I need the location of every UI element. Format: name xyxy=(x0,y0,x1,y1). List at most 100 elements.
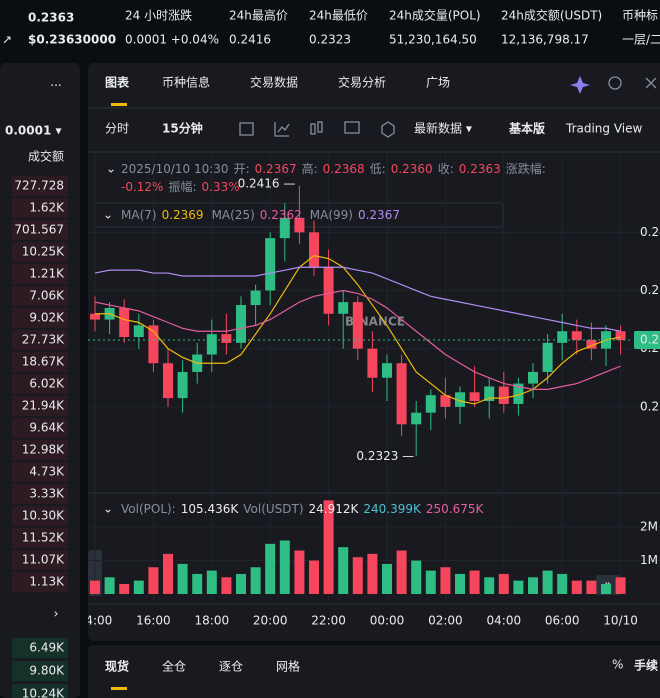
depth-bar xyxy=(12,396,68,416)
expand[interactable]: › xyxy=(54,607,59,621)
stat-value: 12,136,798.17 xyxy=(501,33,589,47)
volume-bar xyxy=(177,563,188,594)
icon[interactable] xyxy=(381,121,395,138)
ask-total: 9.02K xyxy=(29,311,65,325)
volume-bar xyxy=(279,540,290,594)
icon[interactable] xyxy=(608,76,622,90)
tab-indicator xyxy=(111,687,127,690)
volume-bar xyxy=(323,500,334,594)
candle-body xyxy=(265,238,276,291)
candle-body xyxy=(90,313,100,320)
depth-bar xyxy=(12,484,68,504)
depth-bar xyxy=(12,286,68,306)
ask-total: 10.25K xyxy=(22,245,65,259)
latest-data[interactable]: 最新数据 ▾ xyxy=(414,121,472,136)
depth-bar xyxy=(12,528,68,548)
toolbar-item[interactable]: 15分钟 xyxy=(162,121,203,136)
ask-total: 6.02K xyxy=(29,377,65,391)
volume-bar xyxy=(206,570,217,594)
candle-body xyxy=(469,392,480,402)
volume-bar xyxy=(90,580,100,594)
depth-bar xyxy=(12,352,68,372)
volume-bar xyxy=(557,573,568,594)
bottom-tab[interactable]: 网格 xyxy=(276,659,300,674)
tab[interactable]: 图表 xyxy=(105,75,130,90)
stat-label: 24 小时涨跌 xyxy=(125,8,192,23)
info-item: 振幅: xyxy=(168,179,196,194)
tab[interactable]: 币种信息 xyxy=(162,75,210,90)
last-price: 0.2363 xyxy=(28,11,74,25)
tradingview-mode[interactable]: Trading View xyxy=(565,122,643,136)
info-item: 105.436K xyxy=(181,502,240,516)
info-item: 0.2363 xyxy=(459,162,501,176)
depth-bar xyxy=(12,330,68,350)
vol-tick-label: 1M xyxy=(640,553,658,567)
basic-mode[interactable]: 基本版 xyxy=(508,121,545,136)
candle-body xyxy=(206,334,217,355)
tab[interactable]: 交易数据 xyxy=(250,75,298,90)
x-tick-label: 20:00 xyxy=(253,614,288,628)
collapse-icon: ⌄ xyxy=(103,502,113,516)
x-tick-label: 06:00 xyxy=(545,614,580,628)
bottom-tab[interactable]: 逐仓 xyxy=(219,660,243,674)
toolbar-icons xyxy=(239,76,657,138)
icon[interactable] xyxy=(310,123,316,135)
candle-body xyxy=(148,325,159,364)
depth-bar xyxy=(12,550,68,570)
more[interactable]: ··· xyxy=(50,79,61,93)
vol-tick-label: 2M xyxy=(640,520,658,534)
volume-bar xyxy=(542,570,553,594)
x-tick-label: 04:00 xyxy=(487,614,522,628)
info-item: Vol(POL): xyxy=(121,502,176,516)
depth-bar xyxy=(12,374,68,394)
stat-label: 24h成交量(POL) xyxy=(389,8,481,23)
ask-total: 11.52K xyxy=(22,531,65,545)
icon[interactable] xyxy=(344,121,360,134)
precision[interactable]: 0.0001 ▾ xyxy=(5,124,62,138)
candle-body xyxy=(294,217,305,233)
info-item: 开: xyxy=(234,162,250,176)
ask-total: 11.07K xyxy=(22,553,65,567)
icon[interactable] xyxy=(239,122,254,136)
ai-icon[interactable] xyxy=(570,76,590,94)
x-tick-label: 00:00 xyxy=(370,614,405,628)
volume-bar xyxy=(528,577,538,594)
ma-value: 0.2367 xyxy=(358,208,400,222)
bottom-right[interactable]: % xyxy=(612,658,623,672)
info-item: 涨跌幅: xyxy=(506,161,546,176)
depth-bar xyxy=(12,684,68,698)
icon[interactable] xyxy=(317,121,323,133)
depth-bar xyxy=(12,506,68,526)
info-item: 2025/10/10 10:30 xyxy=(121,162,229,176)
candle-body xyxy=(236,305,246,343)
bottom-tab[interactable]: 全仓 xyxy=(162,659,186,674)
bottom-right[interactable]: 手续 xyxy=(634,658,658,673)
toolbar-item[interactable]: 分时 xyxy=(105,122,129,136)
tab[interactable]: 交易分析 xyxy=(338,75,386,90)
ask-total: 3.33K xyxy=(29,487,65,501)
volume-bar xyxy=(469,570,480,594)
volume-bar xyxy=(484,577,495,594)
info-item: 24.912K xyxy=(309,502,360,516)
ohlc-info: -0.12% 振幅: 0.33% xyxy=(121,179,240,194)
ask-total: 7.06K xyxy=(29,289,65,303)
stat-label: 24h最低价 xyxy=(309,9,368,23)
candle-body xyxy=(513,383,524,404)
icon[interactable] xyxy=(277,123,290,133)
candle-body xyxy=(279,217,290,239)
info-item: 高: xyxy=(302,161,318,176)
tab[interactable]: 广场 xyxy=(426,76,450,90)
info-item: -0.12% xyxy=(121,180,163,194)
candle-body xyxy=(221,334,232,343)
depth-bar xyxy=(12,572,68,592)
arrow: ↗ xyxy=(2,33,12,47)
ma-name: MA(7) xyxy=(121,208,157,222)
bottom-tab[interactable]: 现货 xyxy=(105,659,129,674)
ma-name: MA(99) xyxy=(310,208,353,222)
volume-bar xyxy=(104,577,115,594)
info-item: 0.33% xyxy=(202,180,240,194)
ma-line xyxy=(94,266,621,332)
icon[interactable] xyxy=(274,122,289,137)
ma-value: 0.2369 xyxy=(162,208,204,222)
icon[interactable] xyxy=(645,77,657,89)
